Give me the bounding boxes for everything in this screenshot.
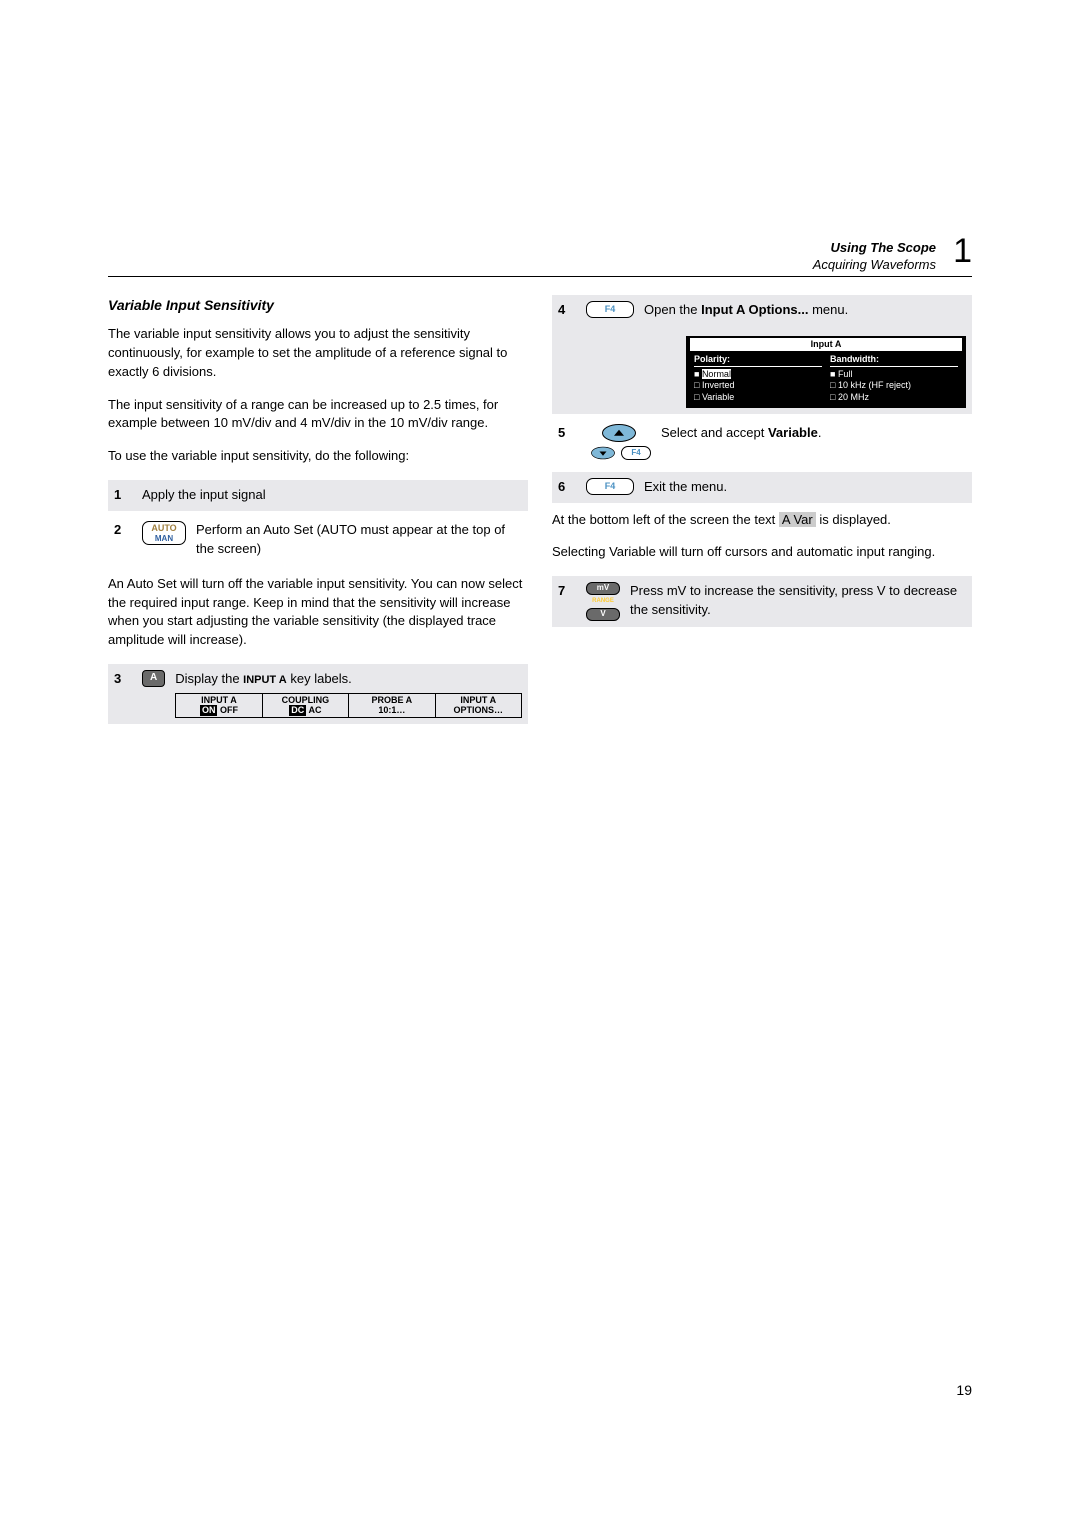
page-header: Using The Scope Acquiring Waveforms 1	[108, 240, 972, 277]
paragraph: An Auto Set will turn off the variable i…	[108, 575, 528, 650]
header-title: Using The Scope	[108, 240, 936, 257]
step-number: 2	[114, 521, 132, 540]
softkey: PROBE A10:1…	[349, 694, 435, 717]
step-text: Open the Input A Options... menu.	[644, 301, 966, 320]
paragraph: To use the variable input sensitivity, d…	[108, 447, 528, 466]
step-number: 7	[558, 582, 576, 601]
f4-key-icon: F4	[621, 446, 651, 460]
header-subtitle: Acquiring Waveforms	[108, 257, 936, 274]
step-text: Press mV to increase the sensitivity, pr…	[630, 582, 966, 620]
input-a-options-menu: Input A Polarity: ■ Normal □ Inverted □ …	[686, 336, 966, 408]
softkey-bar: INPUT AON OFF COUPLINGDC AC PROBE A10:1……	[175, 693, 522, 718]
step-number: 6	[558, 478, 576, 497]
step-text: Select and accept Variable.	[661, 424, 966, 443]
step-number: 5	[558, 424, 576, 443]
step-text: Display the INPUT A key labels. INPUT AO…	[175, 670, 522, 718]
left-column: Variable Input Sensitivity The variable …	[108, 295, 528, 728]
paragraph: The variable input sensitivity allows yo…	[108, 325, 528, 382]
page-number: 19	[956, 1382, 972, 1398]
mv-key-icon: mV	[586, 582, 620, 595]
step-row: 2 AUTO MAN Perform an Auto Set (AUTO mus…	[108, 515, 528, 565]
arrow-down-icon	[591, 446, 615, 459]
arrow-up-icon	[602, 424, 636, 442]
paragraph: The input sensitivity of a range can be …	[108, 396, 528, 434]
right-column: 4 F4 Open the Input A Options... menu. I…	[552, 295, 972, 728]
paragraph: Selecting Variable will turn off cursors…	[552, 543, 972, 562]
f4-key-icon: F4	[586, 301, 634, 318]
paragraph: At the bottom left of the screen the tex…	[552, 511, 972, 530]
step-row: 3 A Display the INPUT A key labels. INPU…	[108, 664, 528, 724]
step-row: 4 F4 Open the Input A Options... menu. I…	[552, 295, 972, 414]
softkey: INPUT AOPTIONS…	[436, 694, 521, 717]
f4-key-icon: F4	[586, 478, 634, 495]
step-number: 1	[114, 486, 132, 505]
step-number: 3	[114, 670, 132, 689]
v-key-icon: V	[586, 608, 620, 621]
step-number: 4	[558, 301, 576, 320]
section-title: Variable Input Sensitivity	[108, 295, 528, 315]
step-row: 5 F4 Select and accept Variable.	[552, 418, 972, 468]
softkey: INPUT AON OFF	[176, 694, 262, 717]
step-text: Exit the menu.	[644, 478, 966, 497]
range-label-icon: RANGE	[586, 597, 620, 606]
step-row: 1 Apply the input signal	[108, 480, 528, 511]
a-var-badge: A Var	[779, 512, 816, 527]
step-row: 6 F4 Exit the menu.	[552, 472, 972, 503]
softkey: COUPLINGDC AC	[263, 694, 349, 717]
auto-man-key-icon: AUTO MAN	[142, 521, 186, 545]
step-text: Perform an Auto Set (AUTO must appear at…	[196, 521, 522, 559]
step-row: 7 mV RANGE V Press mV to increase the se…	[552, 576, 972, 626]
input-a-key-icon: A	[142, 670, 165, 687]
step-text: Apply the input signal	[142, 486, 522, 505]
chapter-number: 1	[953, 232, 972, 271]
